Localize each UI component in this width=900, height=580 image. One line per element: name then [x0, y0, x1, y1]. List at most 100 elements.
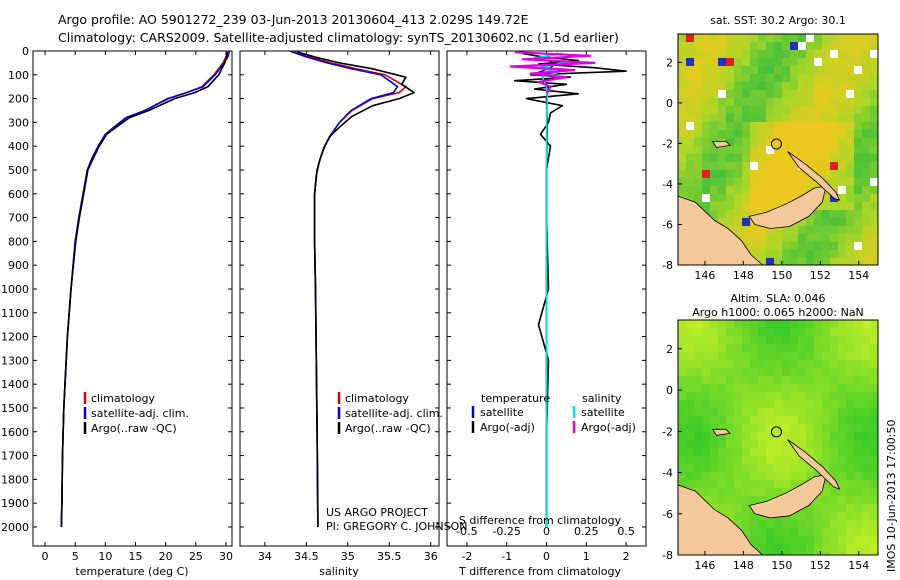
map-cell	[678, 50, 687, 59]
map-cell	[694, 34, 703, 43]
map-cell	[734, 138, 743, 147]
map-cell	[726, 440, 735, 449]
map-cell	[766, 336, 775, 345]
map-cell	[734, 512, 743, 521]
map-cell	[758, 392, 767, 401]
map-cell	[838, 496, 847, 505]
map-cell	[782, 424, 791, 433]
map-cell	[694, 98, 703, 107]
map-cell	[758, 424, 767, 433]
map-cell	[814, 512, 823, 521]
map-cell	[814, 432, 823, 441]
map-cell	[846, 392, 855, 401]
map-cell	[758, 154, 767, 163]
map-cell	[862, 344, 871, 353]
map-cell	[862, 178, 871, 187]
map-cell	[782, 416, 791, 425]
map-cell	[846, 90, 855, 99]
map-cell	[822, 480, 831, 489]
xtick-label: 0	[42, 550, 49, 563]
map-cell	[766, 520, 775, 529]
map-cell	[870, 130, 878, 139]
map-cell	[862, 170, 871, 179]
map-cell	[694, 384, 703, 393]
map-cell	[846, 400, 855, 409]
map-cell	[870, 400, 878, 409]
map-cell	[726, 368, 735, 377]
map-cell	[774, 234, 783, 243]
map-cell	[870, 504, 878, 513]
map-cell	[790, 234, 799, 243]
map-cell	[734, 344, 743, 353]
map-cell	[806, 242, 815, 251]
map-cell	[790, 528, 799, 537]
land-new-ireland	[787, 151, 841, 201]
map-cell	[838, 58, 847, 67]
map-cell	[742, 218, 751, 227]
map-cell	[766, 528, 775, 537]
map-xtick-label: 146	[694, 559, 715, 572]
map-cell	[734, 328, 743, 337]
map-cell	[830, 520, 839, 529]
map-cell	[838, 328, 847, 337]
map-cell	[774, 448, 783, 457]
map-cell	[766, 320, 775, 329]
map-cell	[846, 520, 855, 529]
map-cell	[726, 328, 735, 337]
map-cell	[822, 432, 831, 441]
map-cell	[758, 162, 767, 171]
map-cell	[694, 424, 703, 433]
map-cell	[718, 320, 727, 329]
map-cell	[766, 58, 775, 67]
map-cell	[814, 34, 823, 43]
map-cell	[742, 496, 751, 505]
map-cell	[718, 42, 727, 51]
map-cell	[846, 130, 855, 139]
map-cell	[822, 552, 831, 555]
map-cell	[702, 58, 711, 67]
map-cell	[694, 456, 703, 465]
map-cell	[734, 42, 743, 51]
map-cell	[678, 170, 687, 179]
map-ytick-label: 0	[666, 384, 673, 397]
map-cell	[774, 154, 783, 163]
map-cell	[798, 432, 807, 441]
map-cell	[742, 432, 751, 441]
map-cell	[766, 242, 775, 251]
map-cell	[846, 416, 855, 425]
map-cell	[710, 344, 719, 353]
map-cell	[758, 496, 767, 505]
map-cell	[726, 496, 735, 505]
map-cell	[846, 170, 855, 179]
map-cell	[702, 138, 711, 147]
map-cell	[862, 400, 871, 409]
xtick-label: -1	[501, 550, 512, 563]
map-cell	[678, 122, 687, 131]
map-cell	[766, 456, 775, 465]
map-cell	[862, 472, 871, 481]
map-cell	[766, 186, 775, 195]
map-cell	[702, 178, 711, 187]
map-cell	[790, 368, 799, 377]
map-cell	[702, 424, 711, 433]
map-cell	[766, 138, 775, 147]
map-cell	[718, 50, 727, 59]
map-cell	[694, 114, 703, 123]
map-cell	[838, 320, 847, 329]
xtick-label: 1	[583, 550, 590, 563]
map-cell	[790, 464, 799, 473]
map-cell	[870, 146, 878, 155]
map-cell	[694, 448, 703, 457]
map-cell	[814, 114, 823, 123]
map-cell	[846, 488, 855, 497]
map-cell	[806, 130, 815, 139]
map-cell	[806, 82, 815, 91]
map-cell	[838, 82, 847, 91]
map-cell	[750, 114, 759, 123]
map-cell	[854, 170, 863, 179]
map-cell	[766, 178, 775, 187]
map-cell	[774, 528, 783, 537]
map-cell	[806, 504, 815, 513]
map-cell	[870, 464, 878, 473]
map-cell	[726, 58, 735, 67]
